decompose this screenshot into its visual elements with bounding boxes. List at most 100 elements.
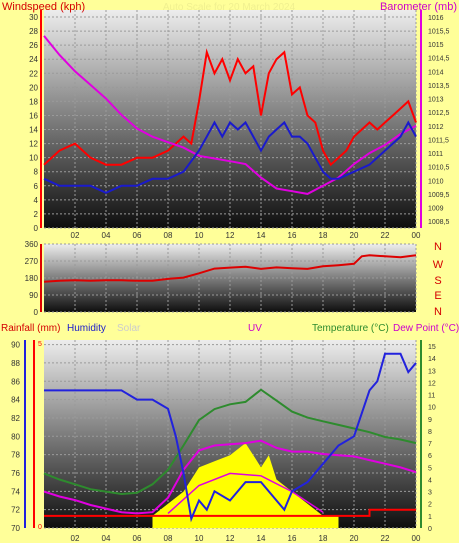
direction-tick-label: 270 [25, 257, 39, 266]
wind-direction-line [43, 254, 417, 283]
y-left-tick-label: 14 [29, 126, 38, 135]
compass-n-bottom: N [434, 306, 442, 318]
humidity-tick-label: 70 [11, 524, 20, 533]
y-right-tick-label: 1014,5 [428, 56, 450, 63]
humidity-tick-label: 88 [11, 359, 20, 368]
x-tick-label: 16 [288, 534, 297, 543]
x-tick-label: 12 [226, 534, 235, 543]
y-right-tick-label: 1010 [428, 178, 444, 185]
dewpoint-line [43, 439, 417, 515]
y-right-tick-label: 1009,5 [428, 192, 450, 199]
compass-s: S [434, 275, 441, 287]
humidity-tick-label: 82 [11, 414, 20, 423]
climate-panel: 7072747678808284868890012345678910111213… [1, 323, 459, 543]
y-left-tick-label: 4 [34, 196, 39, 205]
x-tick-label: 22 [381, 534, 390, 543]
humidity-tick-label: 78 [11, 451, 20, 460]
barometer-axis-title: Barometer (mb) [380, 1, 457, 13]
y-left-tick-label: 18 [29, 97, 38, 106]
x-tick-label: 18 [319, 534, 328, 543]
compass-labels: N W S E N [433, 241, 444, 318]
temperature-legend: Temperature (°C) [312, 323, 389, 334]
humidity-tick-label: 90 [11, 341, 20, 350]
y-left-tick-label: 30 [29, 13, 38, 22]
x-tick-label: 16 [288, 231, 297, 240]
temperature-line [43, 388, 417, 496]
temperature-tick-label: 7 [428, 441, 432, 448]
y-right-tick-label: 1015,5 [428, 28, 450, 35]
wind-direction-panel: 360 270 180 90 0 N W S E N [25, 240, 444, 318]
temperature-tick-label: 6 [428, 453, 432, 460]
x-tick-label: 00 [412, 534, 421, 543]
y-left-tick-label: 22 [29, 69, 38, 78]
direction-tick-label: 90 [29, 291, 38, 300]
x-tick-label: 04 [102, 534, 111, 543]
y-left-tick-label: 16 [29, 111, 38, 120]
x-tick-label: 12 [226, 231, 235, 240]
rainfall-axis-title: Rainfall (mm) [1, 323, 60, 334]
compass-e: E [434, 290, 441, 302]
y-left-tick-label: 20 [29, 83, 38, 92]
humidity-tick-label: 76 [11, 469, 20, 478]
temperature-tick-label: 2 [428, 502, 432, 509]
barometer-line [43, 35, 417, 195]
y-left-tick-label: 12 [29, 140, 38, 149]
x-tick-label: 02 [71, 534, 80, 543]
temperature-tick-label: 13 [428, 368, 436, 375]
y-left-tick-label: 26 [29, 41, 38, 50]
x-tick-label: 00 [412, 231, 421, 240]
y-right-tick-label: 1015 [428, 42, 444, 49]
y-right-tick-label: 1014 [428, 69, 444, 76]
wind-barometer-panel: 0246810121416182022242628301008,51009100… [2, 1, 457, 240]
y-right-tick-label: 1012 [428, 124, 444, 131]
y-right-tick-label: 1011,5 [428, 137, 449, 144]
humidity-tick-label: 84 [11, 396, 20, 405]
temperature-tick-label: 10 [428, 405, 436, 412]
y-right-tick-label: 1012,5 [428, 110, 450, 117]
temperature-tick-label: 14 [428, 356, 436, 363]
y-right-tick-label: 1011 [428, 151, 443, 158]
humidity-line [44, 352, 417, 523]
temperature-tick-label: 3 [428, 490, 432, 497]
chart-subtitle: Auto Scale for 20 March 2024 [163, 2, 296, 13]
windspeed-line [43, 48, 417, 167]
y-left-tick-label: 10 [29, 154, 38, 163]
y-right-tick-label: 1016 [428, 15, 444, 22]
compass-n-top: N [434, 241, 442, 253]
rainfall-min-label: 0 [38, 524, 42, 531]
humidity-tick-label: 80 [11, 432, 20, 441]
temperature-tick-label: 15 [428, 344, 436, 351]
y-left-tick-label: 6 [34, 182, 39, 191]
temperature-tick-label: 5 [428, 465, 432, 472]
x-tick-label: 22 [381, 231, 390, 240]
y-right-tick-label: 1009 [428, 206, 444, 213]
y-left-tick-label: 28 [29, 27, 38, 36]
solar-line [167, 472, 324, 514]
dewpoint-legend: Dew Point (°C) [393, 323, 459, 334]
y-left-tick-label: 0 [34, 224, 39, 233]
temperature-tick-label: 0 [428, 526, 432, 533]
x-tick-label: 02 [71, 231, 80, 240]
humidity-tick-label: 72 [11, 506, 20, 515]
uv-legend: UV [248, 323, 262, 334]
temperature-tick-label: 9 [428, 417, 432, 424]
x-tick-label: 08 [164, 534, 173, 543]
x-tick-label: 10 [195, 534, 204, 543]
y-right-tick-label: 1013,5 [428, 83, 450, 90]
x-tick-label: 20 [350, 231, 359, 240]
humidity-legend: Humidity [67, 323, 106, 334]
windspeed-axis-title: Windspeed (kph) [2, 1, 85, 13]
x-tick-label: 20 [350, 534, 359, 543]
rainfall-max-label: 5 [38, 341, 42, 348]
direction-tick-label: 180 [25, 274, 39, 283]
y-left-tick-label: 24 [29, 55, 38, 64]
temperature-tick-label: 4 [428, 477, 432, 484]
x-tick-label: 04 [102, 231, 111, 240]
uv-area [152, 443, 339, 528]
x-tick-label: 06 [133, 534, 142, 543]
temperature-tick-label: 1 [428, 514, 432, 521]
y-right-tick-label: 1008,5 [428, 219, 450, 226]
direction-tick-label: 0 [34, 308, 39, 317]
humidity-tick-label: 86 [11, 377, 20, 386]
